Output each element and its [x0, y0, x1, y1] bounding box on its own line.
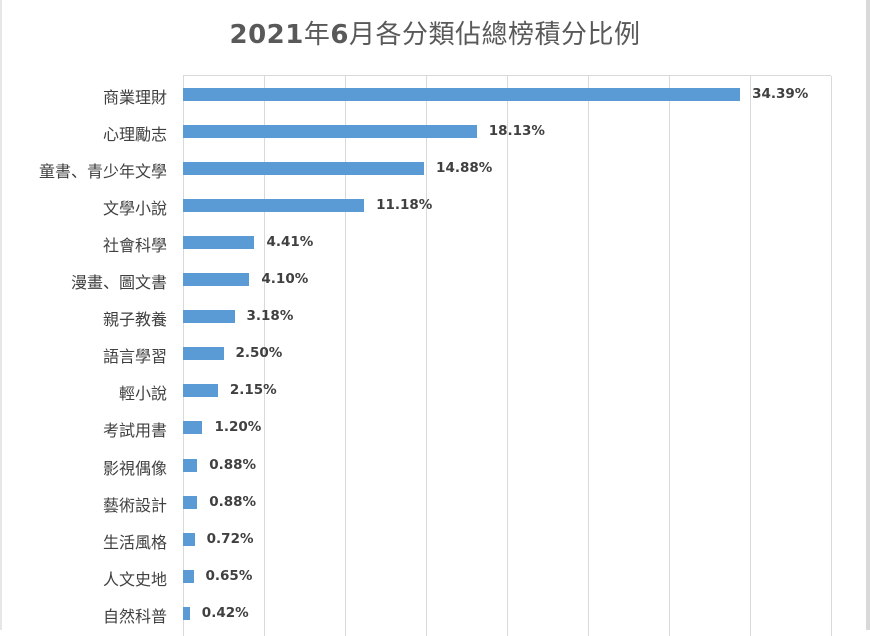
data-label: 2.50%: [235, 345, 283, 362]
category-label: 童書、青少年文學: [38, 162, 167, 182]
data-label: 3.18%: [246, 308, 294, 325]
category-label: 社會科學: [102, 236, 167, 256]
bar: [183, 532, 195, 546]
bar-row: 語言學習 2.50%: [0, 335, 870, 372]
gridline: [669, 76, 670, 636]
category-label: 語言學習: [102, 347, 167, 367]
bar-row: 漫畫、圖文書 4.10%: [0, 261, 870, 298]
data-label: 11.18%: [376, 197, 433, 214]
gridline: [750, 76, 751, 636]
bar: [183, 606, 190, 620]
data-label: 2.15%: [229, 382, 277, 399]
bar-row: 考試用書 1.20%: [0, 409, 870, 446]
gridline: [426, 76, 427, 636]
bar: [183, 236, 255, 250]
bar: [183, 384, 218, 398]
category-label: 親子教養: [102, 310, 167, 330]
data-label: 1.20%: [214, 419, 262, 436]
category-label: 影視偶像: [102, 458, 167, 478]
bar: [183, 199, 365, 213]
data-label: 4.10%: [261, 271, 309, 288]
gridline: [507, 76, 508, 636]
data-label: 34.39%: [752, 86, 809, 102]
bar: [183, 88, 741, 101]
bar-row: 文學小說 11.18%: [0, 187, 870, 224]
category-label: 漫畫、圖文書: [70, 273, 167, 293]
bar-row: 生活風格 0.72%: [0, 521, 870, 558]
bar: [183, 421, 203, 435]
category-label: 心理勵志: [102, 125, 167, 145]
bar-row: 親子教養 3.18%: [0, 298, 870, 335]
data-label: 0.88%: [209, 493, 257, 510]
gridline: [588, 76, 589, 636]
bar-row: 藝術設計 0.88%: [0, 484, 870, 521]
gridline: [264, 76, 265, 636]
data-label: 14.88%: [436, 160, 493, 177]
data-label: 4.41%: [266, 234, 314, 251]
chart-border-left: [0, 0, 2, 630]
bar: [183, 310, 235, 324]
category-label: 考試用書: [102, 421, 167, 441]
category-label: 商業理財: [102, 88, 167, 107]
bar: [183, 569, 194, 583]
category-label: 藝術設計: [102, 495, 167, 515]
category-label: 人文史地: [102, 569, 167, 589]
category-label: 自然科普: [102, 606, 167, 626]
chart-title: 2021年6月各分類佔總榜積分比例: [229, 20, 641, 50]
category-label: 文學小說: [102, 199, 167, 219]
bar-row: 自然科普 0.42%: [0, 595, 870, 632]
data-label: 18.13%: [488, 123, 545, 140]
bar: [183, 162, 425, 176]
chart-border-right: [866, 0, 870, 630]
bar-row: 心理勵志 18.13%: [0, 113, 870, 150]
bar: [183, 495, 198, 509]
bar-row: 童書、青少年文學 14.88%: [0, 150, 870, 187]
data-label: 0.65%: [205, 567, 253, 584]
gridline: [831, 76, 832, 636]
category-label: 輕小說: [118, 384, 167, 404]
gridline: [345, 76, 346, 636]
bar-row: 輕小說 2.15%: [0, 372, 870, 409]
bar: [183, 273, 250, 287]
category-label: 生活風格: [102, 532, 167, 552]
data-label: 0.42%: [201, 604, 249, 621]
bar: [183, 125, 477, 139]
bar-row: 商業理財 34.39%: [0, 76, 870, 113]
bar-row: 影視偶像 0.88%: [0, 447, 870, 484]
bar: [183, 347, 224, 361]
bar: [183, 458, 198, 472]
data-label: 0.88%: [209, 456, 257, 473]
data-label: 0.72%: [206, 530, 254, 547]
bar-row: 社會科學 4.41%: [0, 224, 870, 261]
bar-row: 人文史地 0.65%: [0, 558, 870, 595]
